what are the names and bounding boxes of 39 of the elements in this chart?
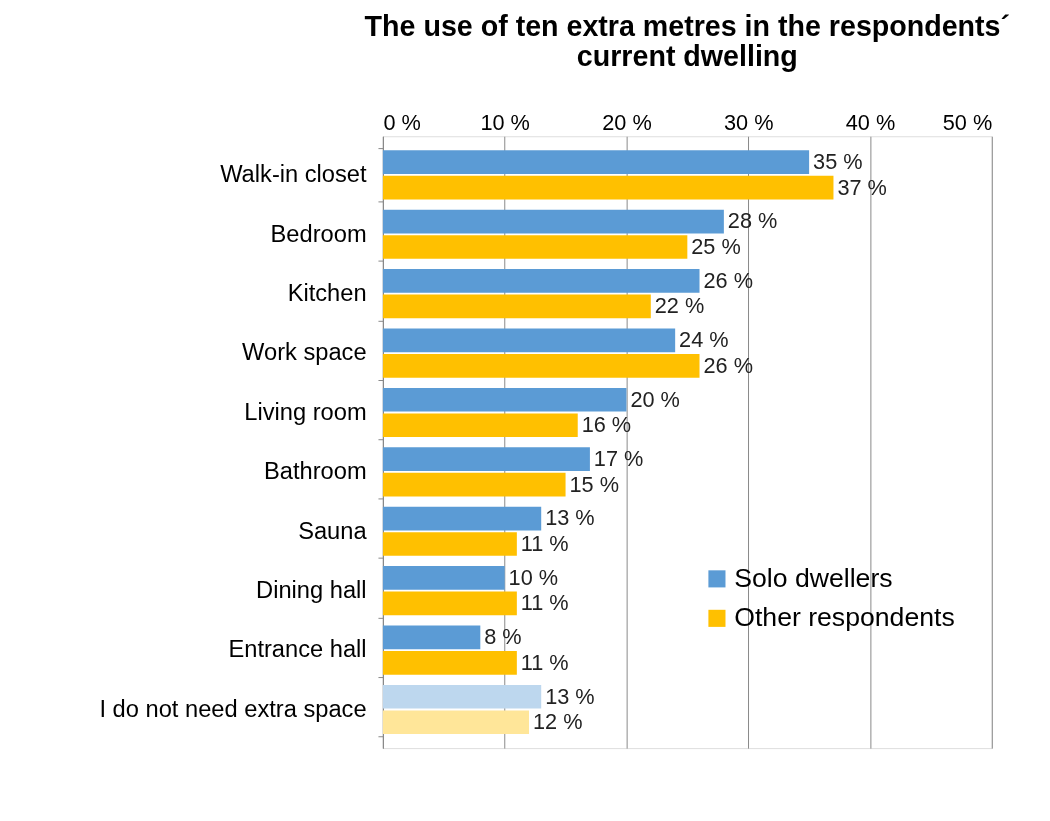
data-label: 12 %: [532, 709, 583, 735]
data-label: 26 %: [703, 267, 753, 293]
data-label: 35 %: [813, 149, 863, 175]
y-tick-label: Living room: [244, 398, 367, 425]
chart-title: The use of ten extra metres in the respondents´ current dwelling: [364, 9, 1011, 73]
data-label: 10 %: [508, 564, 559, 590]
y-tick-label: Bathroom: [263, 458, 367, 485]
data-label: 11 %: [520, 649, 569, 675]
data-label: 16 %: [581, 412, 632, 438]
data-label: 26 %: [703, 352, 753, 378]
y-tick-label: Bedroom: [270, 220, 367, 247]
data-label: 24 %: [679, 327, 729, 353]
x-tick-label: 0 %: [383, 109, 421, 135]
y-tick-label: Walk-in closet: [220, 161, 368, 188]
x-tick-label: 10 %: [480, 109, 530, 135]
data-label: 15 %: [569, 471, 619, 497]
y-tick-label: Work space: [242, 339, 367, 366]
x-tick-label: 30 %: [723, 109, 774, 135]
data-label: 22 %: [654, 293, 705, 319]
data-label: 8 %: [484, 624, 522, 650]
x-tick-label: 50 %: [942, 109, 993, 135]
y-tick-label: Entrance hall: [228, 636, 367, 663]
data-label: 11 %: [520, 590, 569, 616]
data-label: 20 %: [630, 386, 680, 412]
data-label: 13 %: [545, 683, 595, 709]
data-label: 28 %: [727, 208, 778, 234]
legend-label: Other respondents: [734, 602, 955, 633]
x-tick-label: 40 %: [845, 109, 896, 135]
data-label: 25 %: [691, 233, 741, 259]
data-label: 11 %: [520, 530, 569, 556]
y-tick-label: Sauna: [298, 517, 368, 544]
y-tick-label: Kitchen: [287, 280, 367, 307]
data-label: 13 %: [545, 505, 595, 531]
data-label: 17 %: [593, 446, 644, 472]
data-label: 37 %: [837, 174, 887, 200]
legend-label: Solo dwellers: [734, 562, 893, 593]
x-tick-label: 20 %: [602, 109, 652, 135]
y-tick-label: Dining hall: [256, 577, 367, 604]
y-tick-label: I do not need extra space: [99, 695, 367, 722]
